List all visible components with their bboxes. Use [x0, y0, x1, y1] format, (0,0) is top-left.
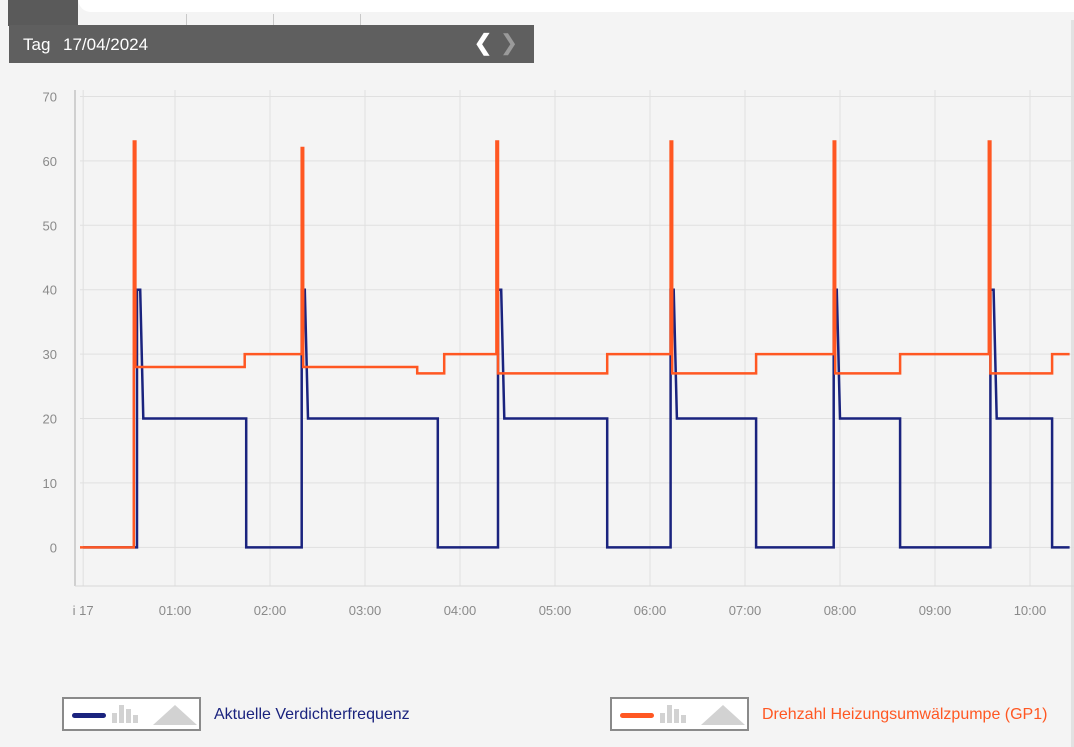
y-tick-label: 0	[50, 540, 57, 555]
chevron-right-icon: ❯	[499, 30, 519, 55]
x-tick-label: 06:00	[634, 603, 667, 618]
tab-separator	[360, 14, 361, 26]
x-tick-label: 10:00	[1014, 603, 1047, 618]
period-tab-active[interactable]	[8, 0, 78, 26]
x-tick-label: 03:00	[349, 603, 382, 618]
line-icon	[72, 713, 106, 718]
period-label: Tag	[23, 35, 51, 54]
x-tick-label: 05:00	[539, 603, 572, 618]
legend-label: Aktuelle Verdichterfrequenz	[214, 706, 410, 723]
y-tick-label: 10	[43, 476, 57, 491]
x-tick-label: 08:00	[824, 603, 857, 618]
y-tick-label: 50	[43, 218, 57, 233]
x-tick-label: i 17	[73, 603, 94, 618]
line-chart: 0 10 20 30 40 50 60 70 i 17 01:00 02:00 03:00 04:00 0…	[43, 89, 1074, 618]
legend-label: Drehzahl Heizungsumwälzpumpe (GP1)	[762, 706, 1048, 723]
address-bar[interactable]	[78, 0, 1074, 12]
legend-toggle-box[interactable]	[610, 697, 749, 731]
area-chart-icon	[701, 705, 745, 725]
series-line-compressor	[83, 288, 1070, 549]
tab-separator	[186, 14, 187, 26]
y-tick-label: 70	[43, 89, 57, 104]
line-icon	[620, 713, 654, 718]
legend-toggle-box[interactable]	[62, 697, 201, 731]
date-navigation-bar: Tag 17/04/2024 ❮ ❯	[9, 25, 534, 63]
y-tick-label: 20	[43, 412, 57, 427]
current-date[interactable]: 17/04/2024	[63, 35, 149, 54]
x-tick-label: 09:00	[919, 603, 952, 618]
y-tick-label: 60	[43, 154, 57, 169]
x-tick-label: 02:00	[254, 603, 287, 618]
series-line-pump	[80, 140, 1070, 549]
page-scrollbar[interactable]	[1071, 20, 1074, 747]
tab-separator	[273, 14, 274, 26]
chevron-left-icon[interactable]: ❮	[473, 30, 493, 55]
x-tick-label: 01:00	[159, 603, 192, 618]
y-tick-label: 30	[43, 347, 57, 362]
x-tick-label: 07:00	[729, 603, 762, 618]
y-tick-label: 40	[43, 283, 57, 298]
x-tick-label: 04:00	[444, 603, 477, 618]
area-chart-icon	[153, 705, 197, 725]
